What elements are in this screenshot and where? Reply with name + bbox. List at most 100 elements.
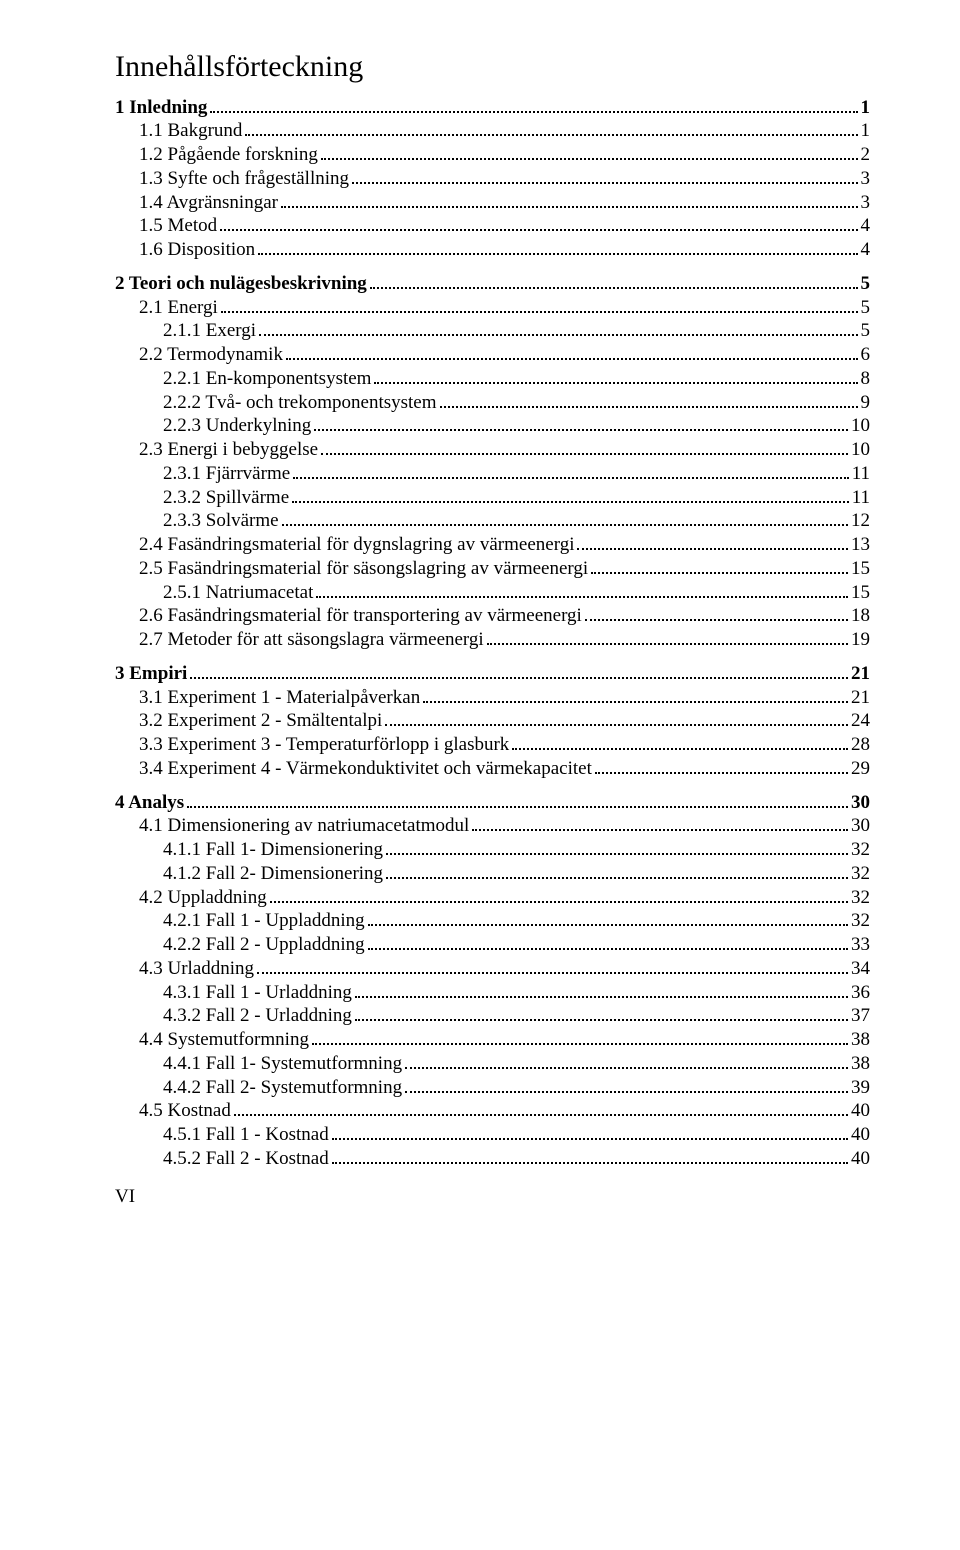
toc-entry: 2.2.2 Två- och trekomponentsystem9 [115, 391, 870, 415]
toc-entry: 2.3.2 Spillvärme11 [115, 486, 870, 510]
toc-leader-dots [472, 815, 848, 831]
toc-entry-page: 12 [851, 509, 870, 533]
toc-entry-label: 1 Inledning [115, 96, 207, 120]
toc-entry: 4.4.1 Fall 1- Systemutformning38 [115, 1052, 870, 1076]
toc-entry-label: 2.3.2 Spillvärme [163, 486, 289, 510]
toc-entry: 1.2 Pågående forskning2 [115, 143, 870, 167]
toc-entry: 2.5.1 Natriumacetat15 [115, 581, 870, 605]
toc-entry-page: 38 [851, 1028, 870, 1052]
toc-leader-dots [234, 1100, 848, 1116]
toc-entry-label: 4 Analys [115, 791, 184, 815]
section-gap [115, 262, 870, 272]
toc-leader-dots [312, 1029, 848, 1045]
toc-leader-dots [187, 791, 848, 807]
toc-leader-dots [423, 686, 848, 702]
toc-leader-dots [210, 96, 857, 112]
toc-entry-label: 4.5 Kostnad [139, 1099, 231, 1123]
toc-entry-label: 4.4.2 Fall 2- Systemutformning [163, 1076, 402, 1100]
toc-entry-page: 33 [851, 933, 870, 957]
toc-leader-dots [405, 1053, 848, 1069]
toc-entry-page: 13 [851, 533, 870, 557]
toc-entry: 2.2.1 En-komponentsystem8 [115, 367, 870, 391]
toc-entry-page: 5 [861, 296, 871, 320]
toc-entry-page: 15 [851, 581, 870, 605]
toc-entry-page: 3 [861, 191, 871, 215]
toc-entry: 4.1.2 Fall 2- Dimensionering32 [115, 862, 870, 886]
toc-entry: 3.1 Experiment 1 - Materialpåverkan 21 [115, 686, 870, 710]
toc-entry-label: 2.2 Termodynamik [139, 343, 283, 367]
toc-leader-dots [355, 1005, 848, 1021]
toc-entry-page: 10 [851, 414, 870, 438]
toc-entry-label: 1.6 Disposition [139, 238, 255, 262]
toc-leader-dots [332, 1124, 848, 1140]
toc-entry-page: 40 [851, 1147, 870, 1171]
toc-leader-dots [259, 320, 857, 336]
toc-entry-page: 28 [851, 733, 870, 757]
toc-entry-label: 4.3.2 Fall 2 - Urladdning [163, 1004, 352, 1028]
toc-entry: 4.5.1 Fall 1 - Kostnad40 [115, 1123, 870, 1147]
toc-entry: 2.3.3 Solvärme12 [115, 509, 870, 533]
toc-entry-page: 8 [861, 367, 871, 391]
toc-leader-dots [245, 120, 857, 136]
toc-leader-dots [332, 1148, 848, 1164]
toc-entry: 2.7 Metoder för att säsongslagra värmeen… [115, 628, 870, 652]
toc-entry: 4.2.2 Fall 2 - Uppladdning 33 [115, 933, 870, 957]
toc-entry-label: 2 Teori och nulägesbeskrivning [115, 272, 367, 296]
toc-entry: 2.1.1 Exergi5 [115, 319, 870, 343]
toc-entry-page: 32 [851, 909, 870, 933]
toc-entry-label: 3.1 Experiment 1 - Materialpåverkan [139, 686, 420, 710]
toc-entry-label: 1.4 Avgränsningar [139, 191, 278, 215]
toc-list: 1 Inledning11.1 Bakgrund11.2 Pågående fo… [115, 96, 870, 1171]
toc-leader-dots [385, 710, 848, 726]
toc-entry: 3.4 Experiment 4 - Värmekonduktivitet oc… [115, 757, 870, 781]
toc-entry-page: 32 [851, 886, 870, 910]
toc-leader-dots [591, 558, 848, 574]
toc-entry: 4.3.2 Fall 2 - Urladdning37 [115, 1004, 870, 1028]
toc-entry-label: 2.1 Energi [139, 296, 218, 320]
toc-entry-label: 4.3.1 Fall 1 - Urladdning [163, 981, 352, 1005]
toc-leader-dots [257, 958, 848, 974]
toc-entry: 2.6 Fasändringsmaterial för transporteri… [115, 604, 870, 628]
toc-leader-dots [386, 839, 848, 855]
toc-leader-dots [321, 144, 858, 160]
toc-entry: 4.4 Systemutformning 38 [115, 1028, 870, 1052]
toc-entry-label: 2.1.1 Exergi [163, 319, 256, 343]
toc-entry: 1 Inledning 1 [115, 96, 870, 120]
toc-entry-page: 32 [851, 862, 870, 886]
toc-entry-page: 3 [861, 167, 871, 191]
toc-entry: 1.4 Avgränsningar 3 [115, 191, 870, 215]
toc-entry-page: 4 [861, 238, 871, 262]
toc-entry-label: 4.5.2 Fall 2 - Kostnad [163, 1147, 329, 1171]
toc-leader-dots [293, 463, 849, 479]
toc-entry-label: 4.4 Systemutformning [139, 1028, 309, 1052]
toc-entry-page: 40 [851, 1123, 870, 1147]
section-gap [115, 652, 870, 662]
toc-entry: 2.3 Energi i bebyggelse10 [115, 438, 870, 462]
toc-entry-page: 9 [861, 391, 871, 415]
toc-leader-dots [370, 273, 858, 289]
toc-entry: 1.3 Syfte och frågeställning3 [115, 167, 870, 191]
toc-entry-page: 1 [861, 96, 871, 120]
toc-entry: 2.2.3 Underkylning 10 [115, 414, 870, 438]
toc-entry: 4.4.2 Fall 2- Systemutformning39 [115, 1076, 870, 1100]
toc-entry-page: 30 [851, 814, 870, 838]
page-number-bottom: VI [115, 1185, 870, 1209]
toc-entry-page: 36 [851, 981, 870, 1005]
toc-entry-page: 29 [851, 757, 870, 781]
toc-entry-label: 4.2 Uppladdning [139, 886, 267, 910]
toc-entry: 4 Analys30 [115, 791, 870, 815]
toc-entry-label: 2.2.3 Underkylning [163, 414, 311, 438]
toc-entry-label: 4.2.2 Fall 2 - Uppladdning [163, 933, 365, 957]
toc-entry: 2.4 Fasändringsmaterial för dygnslagring… [115, 533, 870, 557]
toc-entry-page: 19 [851, 628, 870, 652]
toc-entry: 4.2.1 Fall 1 - Uppladdning32 [115, 909, 870, 933]
toc-leader-dots [286, 344, 858, 360]
toc-entry-page: 24 [851, 709, 870, 733]
toc-leader-dots [316, 581, 848, 597]
toc-entry-page: 21 [851, 686, 870, 710]
toc-entry-label: 3.4 Experiment 4 - Värmekonduktivitet oc… [139, 757, 592, 781]
toc-leader-dots [585, 605, 848, 621]
toc-leader-dots [221, 296, 858, 312]
toc-entry: 2.3.1 Fjärrvärme11 [115, 462, 870, 486]
toc-entry-page: 40 [851, 1099, 870, 1123]
